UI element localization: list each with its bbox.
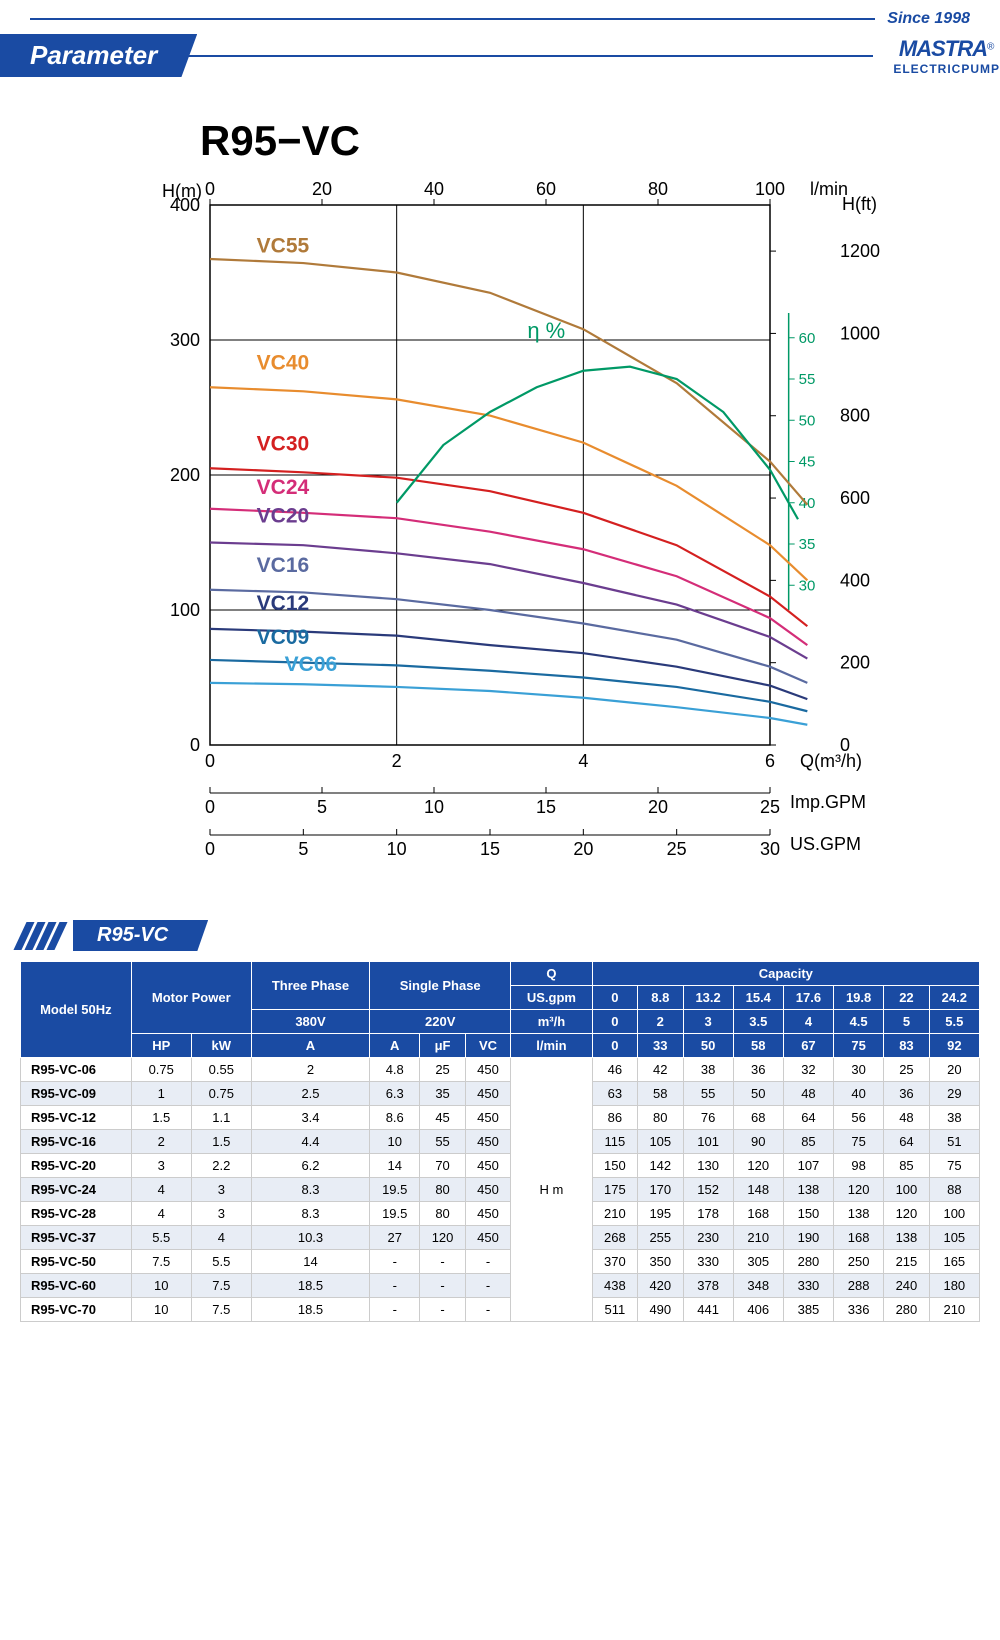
- header: Parameter MASTRA® ELECTRICPUMP: [0, 34, 1000, 77]
- svg-text:25: 25: [760, 797, 780, 817]
- svg-text:0: 0: [205, 751, 215, 771]
- svg-text:H(m): H(m): [162, 181, 202, 201]
- svg-text:300: 300: [170, 330, 200, 350]
- svg-text:5: 5: [298, 839, 308, 859]
- brand: MASTRA® ELECTRICPUMP: [893, 36, 1000, 76]
- svg-text:55: 55: [799, 371, 816, 388]
- brand-subtitle: ELECTRICPUMP: [893, 62, 1000, 76]
- svg-text:1200: 1200: [840, 241, 880, 261]
- slash-icon: [20, 922, 61, 950]
- svg-text:0: 0: [205, 839, 215, 859]
- svg-text:60: 60: [799, 330, 816, 347]
- since-label: Since 1998: [887, 10, 970, 28]
- header-line: [187, 55, 873, 57]
- svg-text:VC12: VC12: [257, 592, 310, 615]
- svg-text:50: 50: [799, 412, 816, 429]
- svg-text:6: 6: [765, 751, 775, 771]
- performance-chart: 02460100200300400020406080100l/minH(m)H(…: [140, 175, 890, 875]
- svg-text:800: 800: [840, 406, 870, 426]
- svg-text:VC09: VC09: [257, 626, 310, 649]
- svg-text:Q(m³/h): Q(m³/h): [800, 751, 862, 771]
- svg-text:0: 0: [205, 797, 215, 817]
- svg-text:45: 45: [799, 454, 816, 471]
- svg-text:η %: η %: [527, 318, 565, 343]
- svg-text:30: 30: [760, 839, 780, 859]
- svg-text:10: 10: [387, 839, 407, 859]
- svg-text:VC40: VC40: [257, 352, 310, 375]
- svg-text:VC06: VC06: [285, 653, 338, 676]
- chart-container: R95−VC 02460100200300400020406080100l/mi…: [140, 117, 860, 880]
- svg-text:200: 200: [840, 653, 870, 673]
- svg-text:20: 20: [312, 179, 332, 199]
- brand-logo: MASTRA: [899, 36, 987, 61]
- svg-text:35: 35: [799, 536, 816, 553]
- top-line: [30, 18, 875, 20]
- svg-text:1000: 1000: [840, 323, 880, 343]
- svg-text:20: 20: [648, 797, 668, 817]
- top-bar: Since 1998: [0, 0, 1000, 28]
- page-title: Parameter: [0, 34, 197, 77]
- svg-text:VC20: VC20: [257, 504, 310, 527]
- svg-text:VC16: VC16: [257, 554, 310, 577]
- svg-text:100: 100: [170, 600, 200, 620]
- svg-text:10: 10: [424, 797, 444, 817]
- section-tab: R95-VC: [20, 920, 1000, 951]
- svg-text:60: 60: [536, 179, 556, 199]
- svg-text:400: 400: [840, 570, 870, 590]
- chart-title: R95−VC: [200, 117, 860, 165]
- svg-text:15: 15: [536, 797, 556, 817]
- svg-text:5: 5: [317, 797, 327, 817]
- svg-text:VC30: VC30: [257, 433, 310, 456]
- spec-table: Model 50HzMotor PowerThree PhaseSingle P…: [20, 961, 980, 1322]
- reg-icon: ®: [987, 41, 994, 52]
- svg-text:200: 200: [170, 465, 200, 485]
- section-label: R95-VC: [73, 920, 208, 951]
- svg-text:80: 80: [648, 179, 668, 199]
- svg-text:15: 15: [480, 839, 500, 859]
- svg-text:0: 0: [190, 735, 200, 755]
- svg-text:VC24: VC24: [257, 476, 310, 499]
- svg-text:25: 25: [667, 839, 687, 859]
- svg-text:Imp.GPM: Imp.GPM: [790, 792, 866, 812]
- svg-text:VC55: VC55: [257, 234, 310, 257]
- svg-text:600: 600: [840, 488, 870, 508]
- svg-text:100: 100: [755, 179, 785, 199]
- svg-text:H(ft): H(ft): [842, 194, 877, 214]
- svg-text:0: 0: [205, 179, 215, 199]
- svg-text:40: 40: [424, 179, 444, 199]
- svg-text:2: 2: [392, 751, 402, 771]
- svg-text:US.GPM: US.GPM: [790, 834, 861, 854]
- svg-text:20: 20: [573, 839, 593, 859]
- svg-text:4: 4: [578, 751, 588, 771]
